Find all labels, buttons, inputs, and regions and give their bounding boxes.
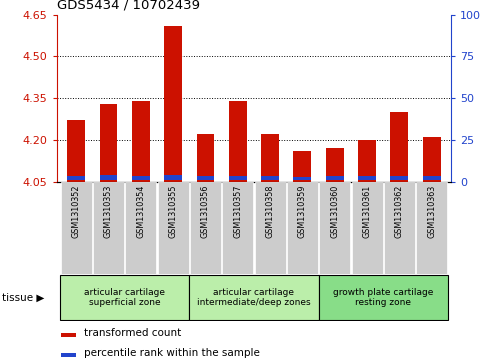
Text: GDS5434 / 10702439: GDS5434 / 10702439 (57, 0, 200, 12)
Bar (319, 182, 350, 274)
Bar (125, 182, 156, 274)
Bar (390, 112, 408, 182)
Bar (132, 101, 150, 182)
Text: GSM1310353: GSM1310353 (104, 184, 113, 238)
Bar (358, 140, 376, 182)
Text: GSM1310356: GSM1310356 (201, 184, 210, 238)
Bar (318, 275, 448, 320)
Bar (261, 134, 279, 182)
Text: GSM1310357: GSM1310357 (233, 184, 242, 238)
Bar (158, 182, 189, 274)
Text: growth plate cartilage
resting zone: growth plate cartilage resting zone (333, 288, 433, 307)
Bar (384, 182, 415, 274)
Text: GSM1310363: GSM1310363 (427, 184, 436, 237)
Bar (60, 275, 189, 320)
Bar (100, 103, 117, 182)
Bar (293, 177, 311, 180)
Bar (190, 182, 221, 274)
Bar (197, 134, 214, 182)
Bar (254, 182, 285, 274)
Bar (326, 176, 344, 180)
Text: GSM1310361: GSM1310361 (362, 184, 372, 237)
Bar (423, 176, 441, 180)
Bar (93, 182, 124, 274)
Bar (326, 148, 344, 182)
Bar (67, 176, 85, 180)
Bar (61, 333, 76, 337)
Bar (229, 176, 246, 180)
Bar (132, 176, 150, 180)
Text: transformed count: transformed count (84, 329, 181, 338)
Bar (358, 176, 376, 180)
Bar (352, 182, 383, 274)
Bar (61, 353, 76, 357)
Text: GSM1310352: GSM1310352 (71, 184, 80, 238)
Bar (416, 182, 447, 274)
Text: percentile rank within the sample: percentile rank within the sample (84, 348, 260, 358)
Bar (222, 182, 253, 274)
Bar (189, 275, 318, 320)
Text: GSM1310354: GSM1310354 (136, 184, 145, 238)
Text: GSM1310358: GSM1310358 (266, 184, 275, 238)
Bar (67, 120, 85, 182)
Bar (61, 182, 92, 274)
Bar (229, 101, 246, 182)
Text: GSM1310360: GSM1310360 (330, 184, 339, 237)
Bar (164, 26, 182, 182)
Bar (423, 137, 441, 182)
Bar (293, 151, 311, 182)
Text: GSM1310359: GSM1310359 (298, 184, 307, 238)
Bar (197, 176, 214, 180)
Bar (390, 176, 408, 180)
Text: articular cartilage
superficial zone: articular cartilage superficial zone (84, 288, 165, 307)
Text: articular cartilage
intermediate/deep zones: articular cartilage intermediate/deep zo… (197, 288, 311, 307)
Bar (287, 182, 318, 274)
Text: GSM1310362: GSM1310362 (395, 184, 404, 238)
Bar (261, 176, 279, 180)
Bar (100, 175, 117, 180)
Text: tissue ▶: tissue ▶ (2, 293, 45, 303)
Text: GSM1310355: GSM1310355 (169, 184, 177, 238)
Bar (164, 175, 182, 180)
